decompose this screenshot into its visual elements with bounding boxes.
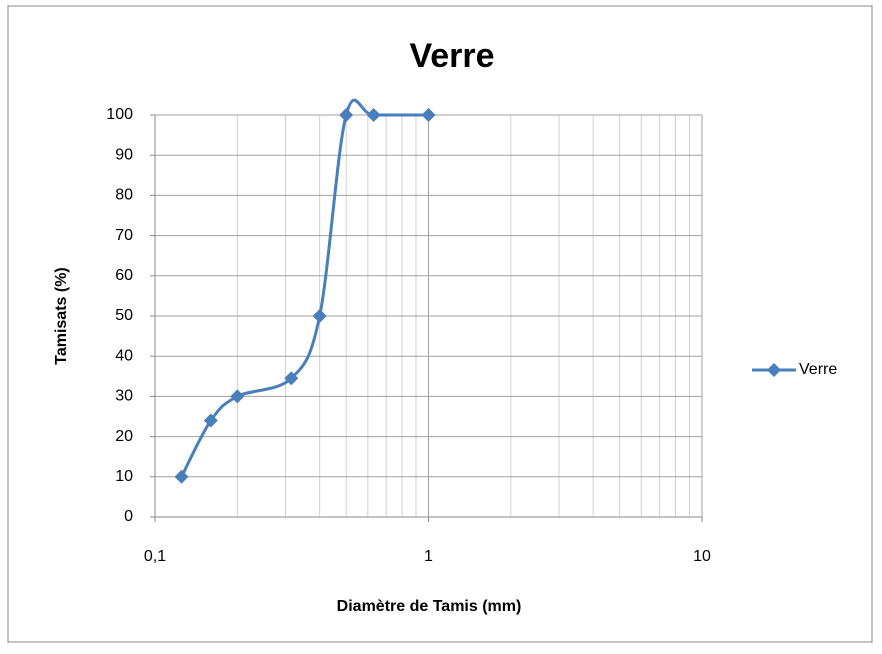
- y-tick-label: 50: [115, 307, 133, 324]
- y-tick-label: 100: [106, 106, 133, 123]
- y-tick-label: 20: [115, 428, 133, 445]
- legend-marker: [767, 363, 781, 377]
- legend-label: Verre: [799, 361, 837, 378]
- y-tick-label: 40: [115, 347, 133, 364]
- y-axis-label: Tamisats (%): [53, 267, 70, 365]
- data-point: [203, 413, 218, 428]
- chart-title: Verre: [409, 37, 494, 75]
- y-tick-label: 10: [115, 468, 133, 485]
- chart-frame: [7, 5, 873, 643]
- y-tick-label: 90: [115, 146, 133, 163]
- x-tick-label: 10: [693, 548, 711, 565]
- data-point: [366, 108, 381, 122]
- y-tick-label: 80: [115, 187, 133, 204]
- y-tick-label: 60: [115, 267, 133, 284]
- data-point: [230, 389, 245, 404]
- y-tick-label: 30: [115, 388, 133, 405]
- data-point: [284, 371, 299, 386]
- data-point: [312, 309, 327, 323]
- data-point: [339, 108, 354, 122]
- y-tick-label: 70: [115, 227, 133, 244]
- x-axis-label: Diamètre de Tamis (mm): [337, 598, 522, 615]
- x-tick-label: 0,1: [144, 548, 166, 565]
- data-point: [421, 108, 436, 122]
- y-tick-label: 0: [124, 508, 133, 525]
- x-tick-label: 1: [424, 548, 433, 565]
- data-point: [174, 469, 189, 484]
